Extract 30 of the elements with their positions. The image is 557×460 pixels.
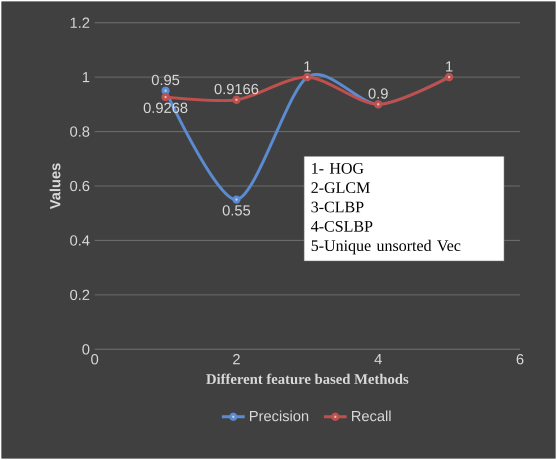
data-label: 0.55 — [222, 205, 250, 216]
x-tick-label: 6 — [516, 354, 524, 364]
legend-label: Recall — [352, 410, 391, 422]
y-tick-label: 0.2 — [70, 290, 90, 300]
data-label: 1 — [304, 61, 311, 72]
y-tick-label: 1.2 — [70, 18, 90, 28]
annotation: 3-CLBP — [311, 202, 364, 212]
y-tick-label: 0 — [82, 344, 90, 355]
y-tick-label: 0.6 — [70, 180, 90, 192]
annotation: 5-Unique unsorted Vec — [312, 240, 460, 254]
annotation: 1- HOG — [312, 162, 364, 174]
x-tick-label: 0 — [91, 354, 98, 364]
y-tick-label: 0.8 — [70, 126, 90, 137]
data-label: 0.9166 — [214, 84, 258, 94]
legend-label: Precision — [250, 410, 308, 422]
point — [232, 96, 241, 104]
x-tick-label: 2 — [233, 354, 240, 364]
point — [161, 86, 170, 95]
y-axis-title: Values — [50, 163, 60, 210]
x-axis-title: Different feature based Methods — [206, 374, 408, 384]
y-tick-label: 0.4 — [70, 235, 90, 246]
data-label: 0.9 — [368, 88, 388, 99]
y-tick-label: 1 — [82, 72, 90, 82]
x-tick-label: 4 — [374, 354, 382, 364]
data-label: 1 — [446, 61, 452, 72]
point — [161, 92, 170, 102]
data-label: 0.95 — [152, 74, 180, 86]
annotation: 2-GLCM — [311, 182, 370, 194]
annotation: 4-CSLBP — [311, 220, 372, 232]
point — [232, 195, 241, 204]
